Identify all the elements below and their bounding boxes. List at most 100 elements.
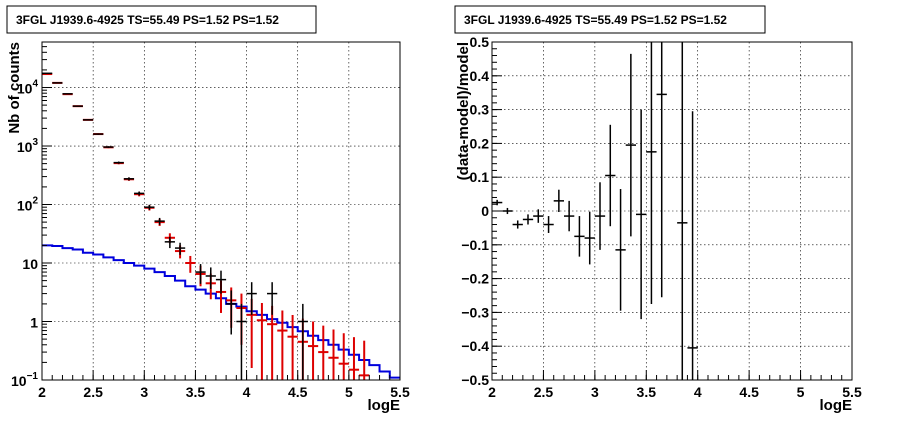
residual-grid <box>492 42 852 380</box>
residual-panel: 3FGL J1939.6-4925 TS=55.49 PS=1.52 PS=1.… <box>454 5 862 414</box>
data-point <box>205 267 216 289</box>
residual-x-tick-label: 5.5 <box>842 384 862 400</box>
residual-series <box>492 42 698 380</box>
counts-panel: 3FGL J1939.6-4925 TS=55.49 PS=1.52 PS=1.… <box>6 5 410 414</box>
residual-y-tick-label: −0.1 <box>461 237 489 253</box>
total-model-point <box>338 333 349 380</box>
total-model-point <box>256 303 268 380</box>
counts-x-tick-label: 4.5 <box>288 384 308 400</box>
residual-point <box>564 200 575 232</box>
data-point <box>154 217 165 225</box>
residual-point <box>687 111 698 380</box>
counts-y-tick-label: 10 <box>22 256 38 272</box>
counts-y-tick-label: 1 <box>30 315 38 331</box>
residual-y-tick-label: 0 <box>481 203 489 219</box>
residual-x-tick-label: 5 <box>797 384 805 400</box>
data-point <box>246 282 257 315</box>
residual-point <box>553 189 564 213</box>
residual-point <box>574 216 585 257</box>
counts-x-tick-label: 4 <box>243 384 251 400</box>
counts-x-axis-title: logE <box>368 397 401 414</box>
residual-x-tick-label: 4 <box>694 384 702 400</box>
data-point <box>134 191 145 196</box>
total-model-point <box>328 329 339 380</box>
data-point <box>62 93 73 95</box>
counts-y-tick-label: 103 <box>17 137 39 155</box>
residual-y-tick-label: −0.3 <box>461 304 489 320</box>
counts-y-tick-label: 102 <box>17 196 39 214</box>
total-model-point <box>267 305 278 380</box>
residual-x-tick-label: 3 <box>591 384 599 400</box>
total-model-point <box>307 321 319 380</box>
residual-point <box>533 209 544 223</box>
counts-y-tick-label: 10−1 <box>11 371 38 389</box>
data-point <box>82 119 94 121</box>
counts-y-axis-title: Nb of counts <box>6 42 23 134</box>
counts-axes: 2 2.5 3 3.5 4 4.5 5 5.5 10−1 1 10 102 103 104 <box>11 41 410 400</box>
data-point <box>267 282 278 315</box>
total-model-point <box>348 337 360 380</box>
counts-x-tick-label: 2.5 <box>83 384 103 400</box>
data-series <box>42 72 308 380</box>
data-point <box>72 105 83 107</box>
residual-point <box>584 211 595 265</box>
residual-point <box>543 216 554 233</box>
counts-x-tick-label: 3.5 <box>186 384 206 400</box>
residual-title: 3FGL J1939.6-4925 TS=55.49 PS=1.52 PS=1.… <box>464 13 727 27</box>
residual-y-tick-label: 0.2 <box>470 135 490 151</box>
data-point <box>144 204 155 210</box>
residual-title-box <box>454 5 766 34</box>
total-model-point <box>359 340 370 380</box>
residual-x-tick-label: 3.5 <box>637 384 657 400</box>
total-model-point <box>318 325 329 380</box>
counts-x-tick-label: 5 <box>345 384 353 400</box>
data-point <box>93 133 104 135</box>
counts-title: 3FGL J1939.6-4925 TS=55.49 PS=1.52 PS=1.… <box>16 13 279 27</box>
residual-point <box>605 124 616 227</box>
residual-y-tick-label: −0.2 <box>461 271 489 287</box>
residual-y-tick-label: 0.1 <box>470 169 490 185</box>
residual-point <box>502 207 513 215</box>
counts-plot-frame <box>41 41 401 381</box>
data-point <box>215 270 227 294</box>
data-point <box>164 236 175 249</box>
residual-point <box>522 214 534 225</box>
residual-point <box>646 42 657 304</box>
residual-point <box>594 182 606 250</box>
residual-point <box>656 42 667 298</box>
residual-x-tick-label: 2.5 <box>534 384 554 400</box>
residual-y-axis-title: (data-model)/model <box>455 42 472 180</box>
residual-x-tick-label: 4.5 <box>739 384 759 400</box>
residual-point <box>512 220 523 229</box>
counts-grid <box>42 42 400 380</box>
data-point <box>226 290 237 335</box>
residual-y-tick-label: 0.3 <box>470 102 490 118</box>
data-point <box>236 303 247 380</box>
data-point <box>297 303 308 380</box>
data-point <box>113 161 124 164</box>
residual-x-axis-title: logE <box>820 397 853 414</box>
data-point <box>174 242 186 255</box>
residual-y-tick-label: 0.4 <box>470 68 490 84</box>
residual-y-tick-label: 0.5 <box>470 34 490 50</box>
residual-y-tick-label: −0.5 <box>461 372 489 388</box>
residual-axes: 2 2.5 3 3.5 4 4.5 5 5.5 −0.5 −0.4 −0.3 −0.2 −0.1 0 0.1… <box>461 34 862 400</box>
counts-x-tick-label: 5.5 <box>390 384 410 400</box>
counts-title-box <box>6 5 317 34</box>
total-model-point <box>277 310 288 380</box>
data-point <box>195 264 206 284</box>
total-model-point <box>185 255 196 273</box>
counts-y-tick-label: 104 <box>17 79 39 97</box>
counts-x-tick-label: 2 <box>38 384 46 400</box>
residual-point <box>492 199 503 206</box>
residual-point <box>677 42 688 380</box>
residual-point <box>615 189 626 311</box>
data-point <box>103 146 114 148</box>
residual-x-tick-label: 2 <box>488 384 496 400</box>
total-model-point <box>287 315 298 380</box>
counts-x-tick-label: 3 <box>140 384 148 400</box>
residual-point <box>636 109 647 320</box>
residual-point <box>625 53 636 237</box>
